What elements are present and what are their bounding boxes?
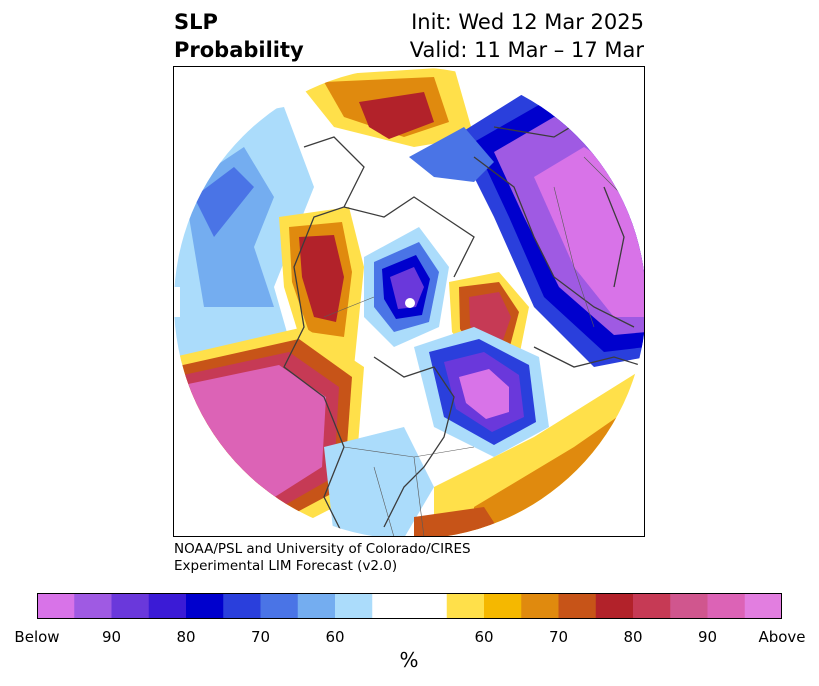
colorbar-cell bbox=[446, 593, 485, 619]
prob-region bbox=[324, 427, 434, 536]
colorbar-cell bbox=[74, 593, 113, 619]
credit-line-2: Experimental LIM Forecast (v2.0) bbox=[174, 558, 398, 574]
colorbar bbox=[37, 593, 782, 619]
prob-region bbox=[194, 167, 254, 237]
title-line-1: SLP bbox=[174, 10, 218, 34]
init-date: Init: Wed 12 Mar 2025 bbox=[411, 10, 644, 34]
colorbar-cell bbox=[223, 593, 262, 619]
colorbar-tick-label: 80 bbox=[623, 628, 643, 646]
colorbar-cell bbox=[744, 593, 782, 619]
colorbar-cell bbox=[595, 593, 634, 619]
forecast-map bbox=[173, 66, 645, 537]
colorbar-tick-label: 70 bbox=[250, 628, 271, 646]
polar-projection-map bbox=[174, 67, 644, 536]
prob-region bbox=[299, 235, 344, 322]
prob-region bbox=[409, 127, 494, 182]
colorbar-tick-label: 70 bbox=[548, 628, 569, 646]
prob-region bbox=[459, 369, 509, 419]
colorbar-tick-label: 90 bbox=[697, 628, 718, 646]
colorbar-cell bbox=[521, 593, 560, 619]
colorbar-cell bbox=[484, 593, 522, 619]
colorbar-cell bbox=[670, 593, 709, 619]
prob-region bbox=[390, 267, 424, 309]
colorbar-cell bbox=[372, 593, 411, 619]
colorbar-unit: % bbox=[399, 648, 419, 672]
map-title: SLP Probability bbox=[174, 8, 304, 64]
credit-text: NOAA/PSL and University of Colorado/CIRE… bbox=[174, 541, 471, 575]
colorbar-cell bbox=[148, 593, 187, 619]
colorbar-cell bbox=[111, 593, 150, 619]
colorbar-cell bbox=[409, 593, 448, 619]
colorbar-cell bbox=[37, 593, 75, 619]
colorbar-cell bbox=[633, 593, 671, 619]
colorbar-cell bbox=[335, 593, 373, 619]
colorbar-cell bbox=[186, 593, 224, 619]
valid-range: Valid: 11 Mar – 17 Mar bbox=[409, 38, 644, 62]
colorbar-tick-label: 60 bbox=[474, 628, 494, 646]
pole-marker bbox=[405, 298, 415, 308]
colorbar-tick-label: Above bbox=[758, 628, 806, 646]
credit-line-1: NOAA/PSL and University of Colorado/CIRE… bbox=[174, 541, 471, 557]
colorbar-tick-label: Below bbox=[14, 628, 60, 646]
colorbar-cell bbox=[707, 593, 746, 619]
colorbar-cell bbox=[297, 593, 336, 619]
colorbar-cell bbox=[260, 593, 299, 619]
colorbar-tick-label: 60 bbox=[325, 628, 345, 646]
prob-region bbox=[359, 92, 434, 139]
colorbar-cell bbox=[558, 593, 597, 619]
forecast-dates: Init: Wed 12 Mar 2025 Valid: 11 Mar – 17… bbox=[410, 8, 644, 64]
colorbar-tick-label: 90 bbox=[101, 628, 122, 646]
title-line-2: Probability bbox=[174, 38, 304, 62]
colorbar-tick-label: 80 bbox=[176, 628, 196, 646]
coastlines bbox=[283, 106, 644, 536]
